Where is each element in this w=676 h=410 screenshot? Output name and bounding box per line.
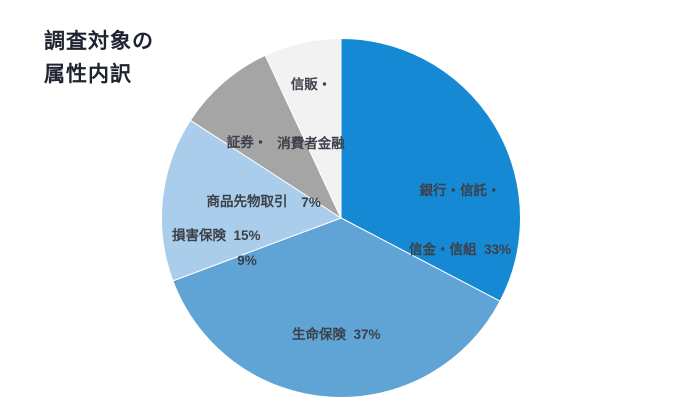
chart-title-line-2: 属性内訳 — [44, 62, 132, 86]
label-bank-trust-shinkin-line-1: 銀行・信託・ — [419, 183, 501, 199]
label-consumer-finance: 信販・ 消費者金融 7% — [251, 36, 371, 251]
label-consumer-finance-line-2: 消費者金融 — [277, 135, 345, 151]
chart-title: 調査対象の 属性内訳 — [44, 26, 154, 91]
pie-slice-nonlife-insurance — [161, 119, 342, 282]
pie-slice-securities-futures — [189, 54, 342, 219]
label-securities-futures-line-3: 9% — [237, 252, 257, 268]
label-securities-futures: 証券・ 商品先物取引 9% — [182, 94, 312, 309]
pie-slice-consumer-finance — [264, 38, 342, 219]
label-securities-futures-line-2: 商品先物取引 — [206, 193, 288, 209]
label-bank-trust-shinkin-line-2: 信金・信組 33% — [408, 241, 512, 257]
label-consumer-finance-line-1: 信販・ — [290, 77, 332, 93]
pie-slice-bank-trust-shinkin — [340, 38, 522, 302]
pie-slice-life-insurance — [172, 217, 501, 399]
label-securities-futures-line-1: 証券・ — [226, 135, 268, 151]
label-nonlife-insurance-line-1: 損害保険 15% — [172, 228, 261, 244]
pie-chart — [161, 38, 522, 399]
label-nonlife-insurance: 損害保険 15% — [172, 187, 312, 285]
label-consumer-finance-line-3: 7% — [301, 194, 321, 210]
label-life-insurance-line-1: 生命保険 37% — [292, 327, 381, 343]
chart-title-line-1: 調査対象の — [44, 30, 154, 53]
label-bank-trust-shinkin: 銀行・信託・ 信金・信組 33% — [392, 142, 528, 299]
label-life-insurance: 生命保険 37% — [292, 286, 442, 384]
